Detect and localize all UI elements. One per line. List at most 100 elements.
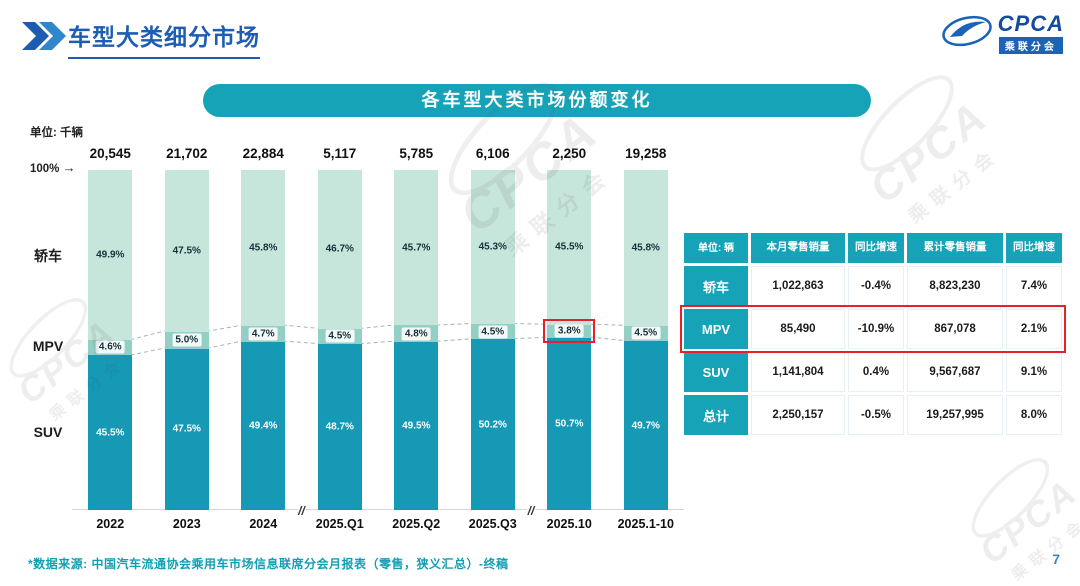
watermark-text: CPCA xyxy=(861,92,998,214)
segment-sedan: 45.8% xyxy=(623,170,668,326)
data-cell: 19,257,995 xyxy=(907,395,1003,435)
data-cell: 8,823,230 xyxy=(907,266,1003,306)
data-cell: 1,141,804 xyxy=(751,352,845,392)
double-chevron-icon xyxy=(22,22,68,55)
category-label: 2024 xyxy=(249,517,278,531)
segment-value-label: 3.8% xyxy=(554,324,584,338)
segment-value-label: 45.5% xyxy=(96,427,125,439)
data-cell: 8.0% xyxy=(1006,395,1062,435)
segment-sedan: 49.9% xyxy=(88,170,133,340)
segment-suv: 50.7% xyxy=(547,337,592,510)
table-header-cell: 本月零售销量 xyxy=(751,233,845,263)
row-label: 轿车 xyxy=(684,266,748,306)
bar-total: 20,545 xyxy=(89,146,131,161)
segment-suv: 50.2% xyxy=(470,339,515,510)
row-label: SUV xyxy=(684,352,748,392)
highlight-box xyxy=(543,319,596,344)
watermark-text: CPCA xyxy=(972,472,1080,573)
category-label: 2025.10 xyxy=(546,517,592,531)
segment-value-label: 4.7% xyxy=(248,327,278,341)
segment-value-label: 45.5% xyxy=(555,241,584,253)
series-label-suv: SUV xyxy=(33,423,63,440)
bar-2025.1-10: 45.8% 4.5% 49.7% xyxy=(623,170,668,510)
segment-mpv: 5.0% xyxy=(164,331,209,349)
segment-value-label: 49.7% xyxy=(631,420,660,431)
bar-2023: 47.5% 5.0% 47.5% xyxy=(164,170,209,510)
data-cell: 867,078 xyxy=(907,309,1003,349)
bar-total: 6,106 xyxy=(475,146,510,161)
cpca-logo: CPCA 乘联分会 xyxy=(940,10,1064,57)
segment-value-label: 49.4% xyxy=(249,420,278,432)
data-source-note: *数据来源: 中国汽车流通协会乘用车市场信息联席分会月报表（零售，狭义汇总）-终… xyxy=(28,557,509,571)
cpca-emblem-icon xyxy=(940,10,994,57)
bar-2024: 45.8% 4.7% 49.4% xyxy=(241,170,286,510)
bar-2025.10: 45.5% 3.8% 50.7% xyxy=(547,170,592,510)
segment-value-label: 45.7% xyxy=(402,242,431,254)
table-header-cell: 同比增速 xyxy=(1006,233,1062,263)
axis-break-mark: // xyxy=(297,504,306,518)
segment-value-label: 46.7% xyxy=(325,243,354,255)
segment-value-label: 4.5% xyxy=(478,325,508,339)
segment-sedan: 45.7% xyxy=(394,170,439,326)
table-header-cell: 累计零售销量 xyxy=(907,233,1003,263)
data-cell: 2.1% xyxy=(1006,309,1062,349)
series-label-mpv: MPV xyxy=(32,338,64,355)
segment-value-label: 4.6% xyxy=(95,340,125,354)
chart-title-banner: 各车型大类市场份额变化 xyxy=(203,84,871,117)
category-label: 2025.Q1 xyxy=(315,517,364,531)
page-title: 车型大类细分市场 xyxy=(68,18,260,59)
segment-mpv: 4.5% xyxy=(623,325,668,342)
row-label: MPV xyxy=(684,309,748,349)
category-label: 2025.Q2 xyxy=(392,517,441,531)
data-cell: -10.9% xyxy=(848,309,904,349)
data-cell: -0.4% xyxy=(848,266,904,306)
bar-total: 5,117 xyxy=(323,146,357,161)
table-row-轿车: 轿车 1,022,863 -0.4% 8,823,230 7.4% xyxy=(684,266,1062,306)
watermark-subtext: 乘联分会 xyxy=(904,142,1005,228)
segment-value-label: 47.5% xyxy=(172,423,201,435)
segment-suv: 47.5% xyxy=(164,348,209,510)
bar-2022: 49.9% 4.6% 45.5% xyxy=(88,170,133,510)
bar-total: 2,250 xyxy=(552,146,587,161)
segment-mpv: 4.5% xyxy=(470,324,515,340)
segment-value-label: 45.3% xyxy=(478,241,507,253)
segment-mpv: 4.6% xyxy=(88,339,133,356)
segment-value-label: 50.2% xyxy=(478,419,507,431)
cpca-watermark: CPCA 乘联分会 xyxy=(953,446,1080,586)
data-cell: -0.5% xyxy=(848,395,904,435)
bar-total: 5,785 xyxy=(399,146,434,161)
bar-total: 19,258 xyxy=(625,146,667,161)
category-label: 2022 xyxy=(96,517,125,531)
watermark-subtext: 乘联分会 xyxy=(1007,513,1080,584)
segment-value-label: 4.8% xyxy=(401,327,431,341)
page-number: 7 xyxy=(1052,551,1060,567)
segment-sedan: 45.8% xyxy=(241,170,286,326)
segment-value-label: 45.8% xyxy=(249,242,278,254)
segment-suv: 49.7% xyxy=(623,341,668,510)
table-row-SUV: SUV 1,141,804 0.4% 9,567,687 9.1% xyxy=(684,352,1062,392)
segment-mpv: 4.8% xyxy=(394,325,439,342)
data-cell: 9.1% xyxy=(1006,352,1062,392)
data-cell: 9,567,687 xyxy=(907,352,1003,392)
segment-value-label: 45.8% xyxy=(631,242,660,254)
segment-value-label: 49.9% xyxy=(96,249,125,261)
table-row-MPV: MPV 85,490 -10.9% 867,078 2.1% xyxy=(680,305,1066,353)
logo-text: CPCA xyxy=(997,11,1064,36)
data-cell: 2,250,157 xyxy=(751,395,845,435)
logo-subtext: 乘联分会 xyxy=(998,37,1063,54)
segment-value-label: 5.0% xyxy=(172,333,202,347)
segment-sedan: 46.7% xyxy=(317,170,362,329)
segment-sedan: 45.5% xyxy=(547,170,592,325)
table-header-row: 单位: 辆本月零售销量 同比增速 累计零售销量 同比增速 xyxy=(684,233,1062,263)
data-cell: 0.4% xyxy=(848,352,904,392)
axis-arrow-icon: → xyxy=(62,160,76,175)
y-axis-100-label: 100% → xyxy=(30,160,76,175)
unit-label: 单位: 千辆 xyxy=(30,127,84,139)
segment-value-label: 4.5% xyxy=(631,326,661,340)
bar-2025.Q3: 45.3% 4.5% 50.2% xyxy=(470,170,515,510)
bar-2025.Q1: 46.7% 4.5% 48.7% xyxy=(317,170,362,510)
segment-mpv: 4.7% xyxy=(241,325,286,342)
segment-suv: 48.7% xyxy=(317,344,362,510)
segment-suv: 45.5% xyxy=(88,355,133,510)
